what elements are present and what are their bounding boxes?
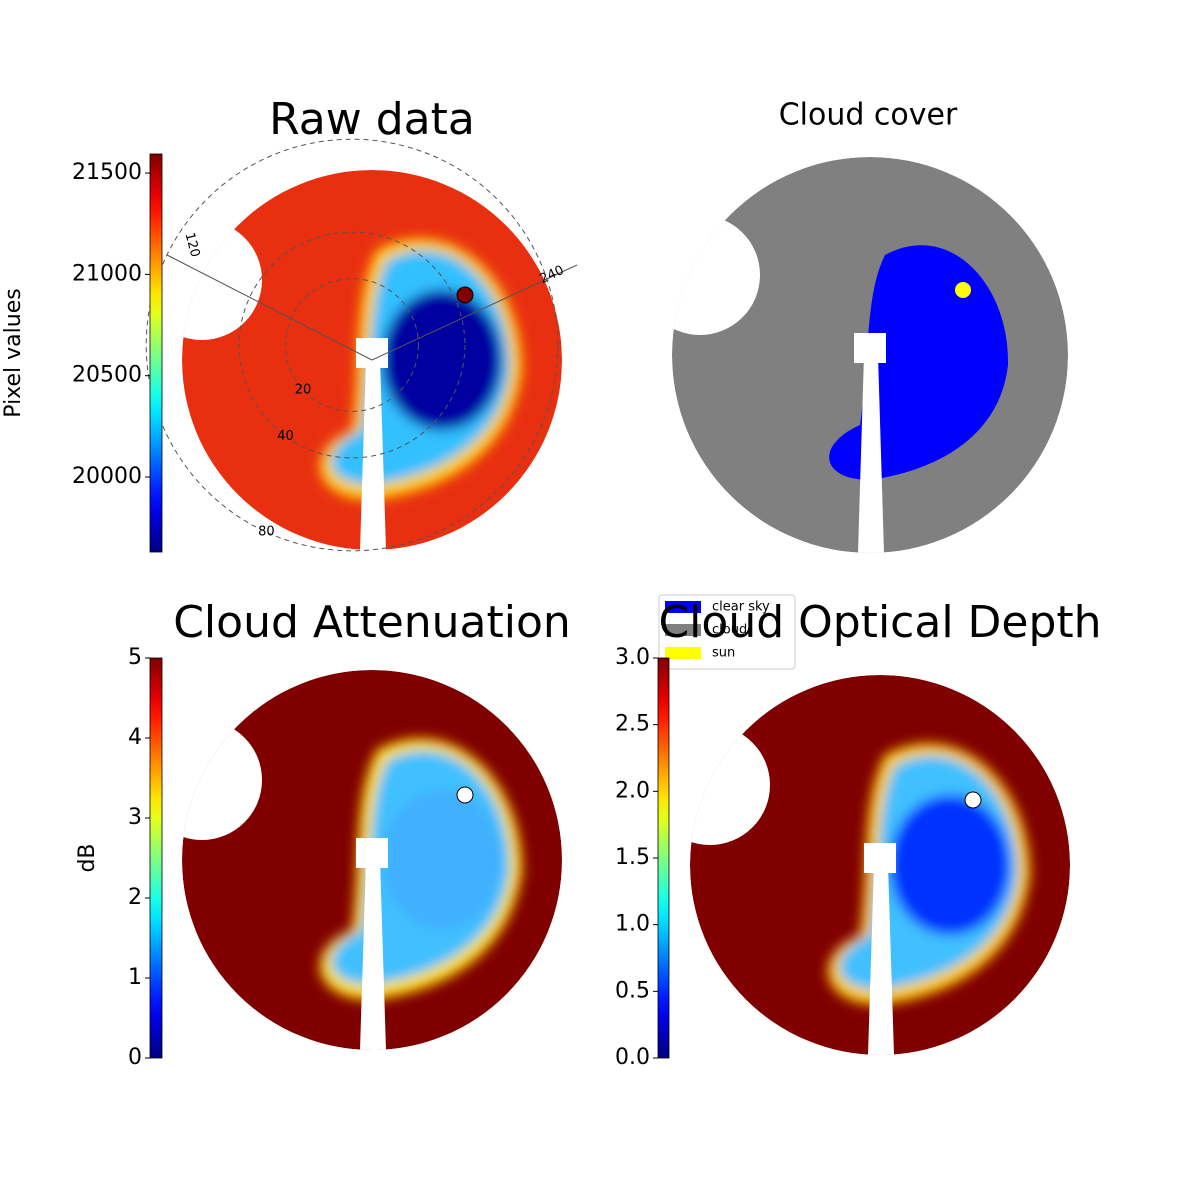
sky-image xyxy=(690,675,1070,1055)
colorbar-tick-label: 1.0 xyxy=(615,912,650,937)
legend-label: clear sky xyxy=(712,600,770,615)
clear-core xyxy=(382,290,502,430)
sun xyxy=(456,286,474,304)
zenith-label: 20 xyxy=(295,382,312,397)
mask-arm xyxy=(868,865,894,1055)
zenith-ring xyxy=(238,231,466,459)
zenith-ring xyxy=(145,138,559,552)
colorbar xyxy=(149,153,163,553)
legend-label: sun xyxy=(712,646,735,661)
panel-title: Cloud cover xyxy=(779,98,958,133)
legend-swatch xyxy=(665,624,701,636)
colorbar-tick-label: 0.5 xyxy=(615,978,650,1003)
mask-bite xyxy=(182,220,262,340)
zenith-ring xyxy=(285,278,419,412)
legend-label: cloud xyxy=(712,623,747,638)
colorbar-tick-label: 1.5 xyxy=(615,845,650,870)
colorbar-tick-label: 2.0 xyxy=(615,778,650,803)
colorbar xyxy=(149,657,163,1059)
zenith-label: 80 xyxy=(258,525,275,540)
sun xyxy=(964,791,982,809)
mask-bite xyxy=(690,725,770,845)
zenith-label: 40 xyxy=(277,429,294,444)
colorbar-tick-label: 4 xyxy=(128,725,142,750)
colorbar-tick-label: 20000 xyxy=(72,464,142,489)
azimuth-label: 240 xyxy=(538,263,567,287)
azimuth-label: 120 xyxy=(182,231,203,259)
colorbar-tick-label: 1 xyxy=(128,965,142,990)
mask-arm xyxy=(360,360,386,550)
mask-head xyxy=(356,838,388,868)
clear-core xyxy=(880,285,1000,425)
colorbar-tick-label: 2.5 xyxy=(615,712,650,737)
colorbar-tick-label: 3.0 xyxy=(615,645,650,670)
colorbar-tick-label: 3 xyxy=(128,805,142,830)
sky-region xyxy=(319,738,522,1000)
legend-swatch xyxy=(665,647,701,659)
colorbar-tick-label: 0.0 xyxy=(615,1045,650,1070)
legend-swatch xyxy=(665,601,701,613)
colorbar-label: Pixel values xyxy=(1,288,26,417)
colorbar-tick-label: 21000 xyxy=(72,261,142,286)
panel-title: Cloud Attenuation xyxy=(173,597,571,648)
clear-core xyxy=(890,795,1010,935)
sun xyxy=(955,282,971,298)
sun xyxy=(456,786,474,804)
mask-bite xyxy=(672,215,760,335)
mask-bite xyxy=(182,720,262,840)
colorbar-tick-label: 5 xyxy=(128,645,142,670)
colorbar-tick-label: 21500 xyxy=(72,160,142,185)
mask-arm xyxy=(360,860,386,1050)
colorbar-tick-label: 20500 xyxy=(72,363,142,388)
sky-image xyxy=(182,170,562,550)
mask-head xyxy=(864,843,896,873)
panel-title: Raw data xyxy=(269,94,475,145)
azimuth-line xyxy=(371,264,578,361)
colorbar xyxy=(657,657,670,1059)
clear-core xyxy=(382,790,502,930)
azimuth-line xyxy=(166,254,373,361)
panel-title: Cloud Optical Depth xyxy=(658,597,1101,648)
mask-arm xyxy=(858,355,884,553)
mask-head xyxy=(854,333,886,363)
colorbar-label: dB xyxy=(75,843,100,872)
colorbar-tick-label: 0 xyxy=(128,1045,142,1070)
colorbar-tick-label: 2 xyxy=(128,885,142,910)
sky-image xyxy=(182,670,562,1050)
mask-head xyxy=(356,338,388,368)
